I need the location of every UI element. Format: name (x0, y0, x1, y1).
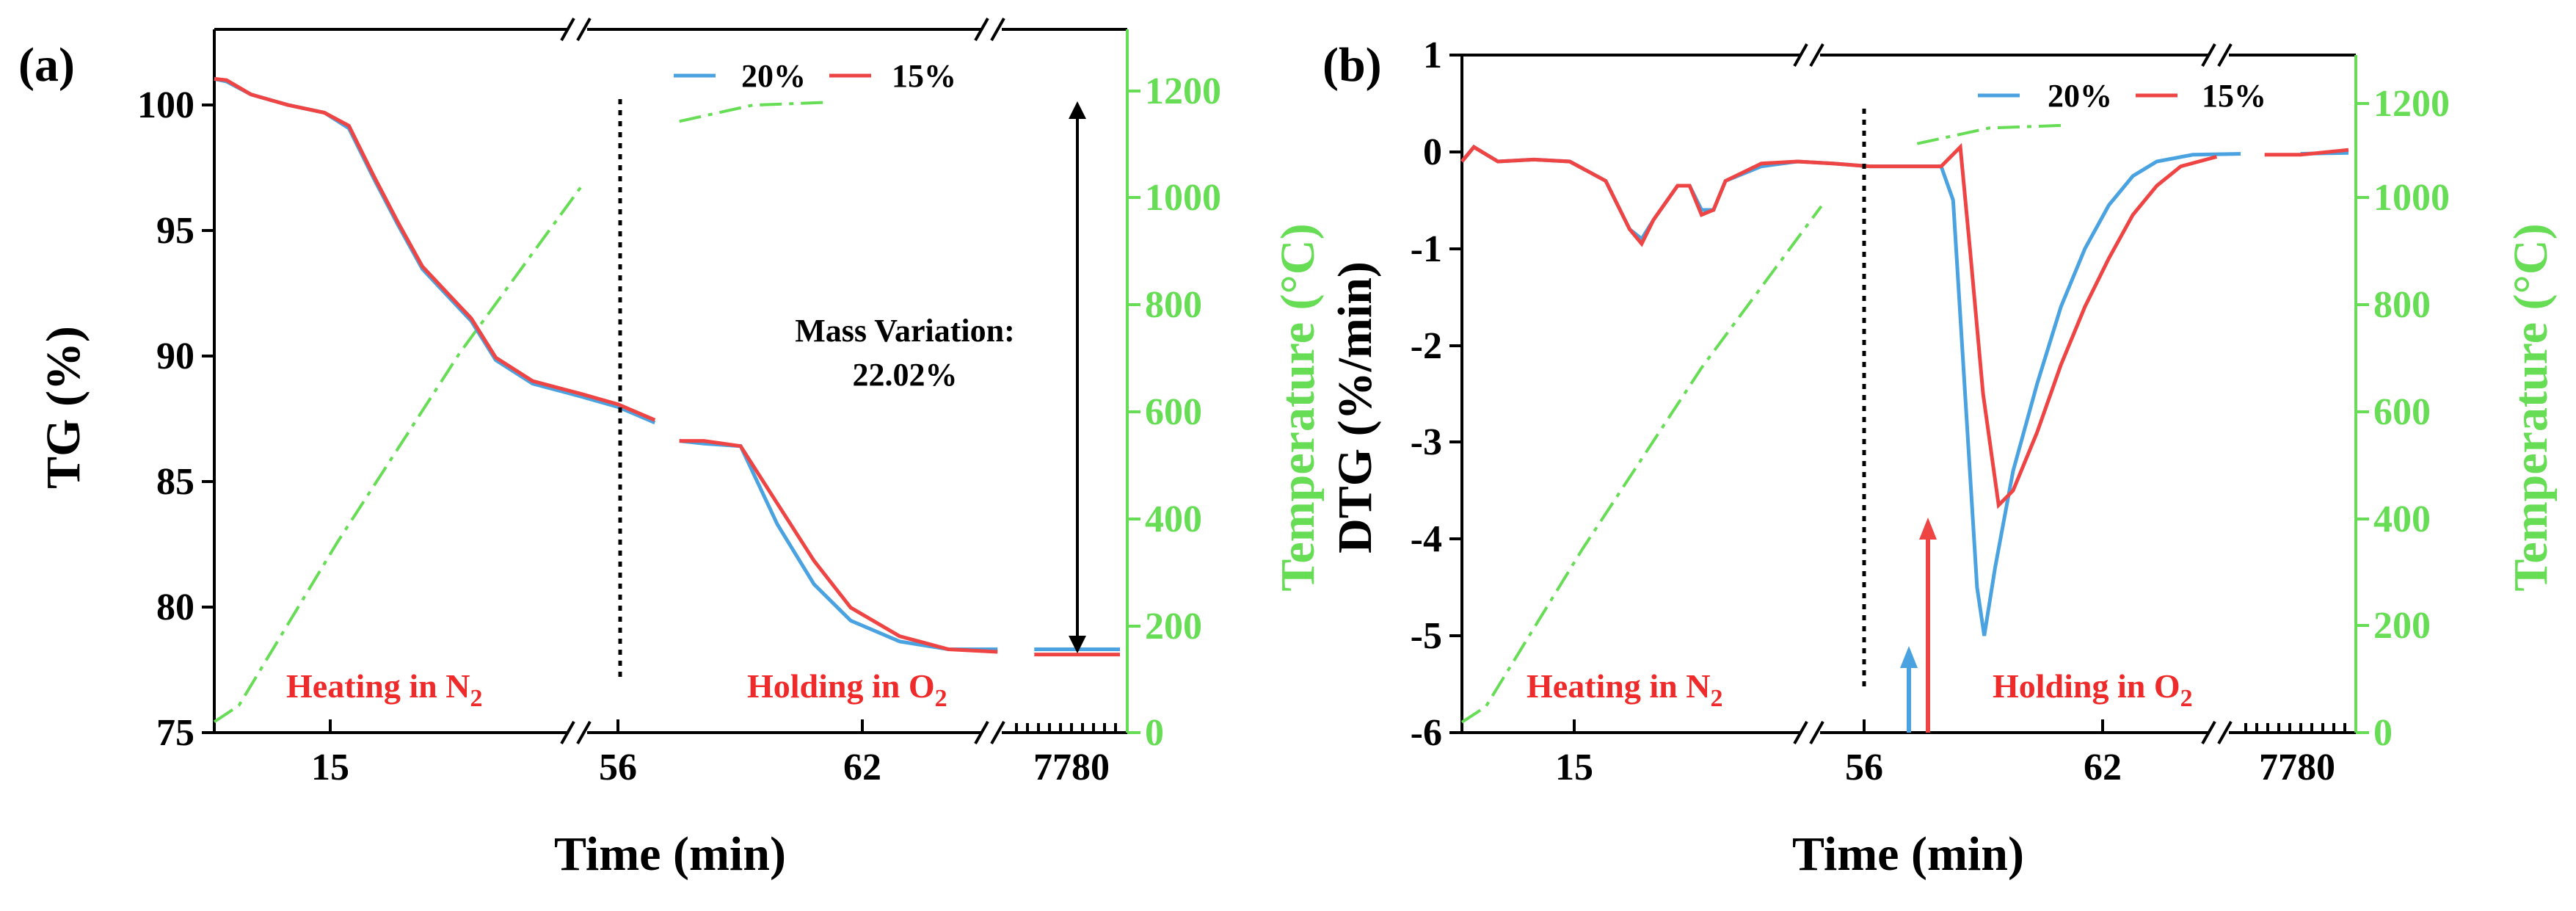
panel-b: (b) DTG (%/min) Temperature (°C) Time (m… (1322, 35, 2558, 881)
panel-b-heating-label: Heating in N2 (1527, 667, 1722, 712)
panel-b-y2tick-label: 1000 (2373, 177, 2450, 219)
panel-b-y2tick-label: 800 (2373, 284, 2431, 326)
panel-b-legend-20: 20% (2048, 78, 2112, 114)
panel-a-xlabel: Time (min) (554, 827, 786, 881)
panel-b-axis-breaks (1793, 43, 2233, 744)
panel-b-ytick-label: 1 (1423, 35, 1442, 76)
panel-b-peak-arrow-20 (1900, 646, 1918, 733)
panel-b-xtick-label: 7780 (2259, 747, 2335, 788)
panel-a-xtick-label: 7780 (1033, 747, 1110, 788)
panel-a-ytick-label: 85 (156, 461, 194, 503)
panel-b-temperature-line (1462, 126, 2348, 722)
panel-a-series-15-line (214, 76, 1120, 657)
panel-a-mass-label: Mass Variation: (795, 313, 1014, 349)
panel-b-ytick-label: -1 (1411, 228, 1442, 270)
panel-a-label: (a) (18, 38, 75, 92)
panel-a-y2tick-label: 400 (1145, 498, 1202, 540)
panel-a-y2tick-label: 600 (1145, 391, 1202, 433)
panel-b-series-15-line (1460, 142, 2349, 509)
panel-b-series-20-line (1460, 145, 2349, 636)
panel-a-xtick-label: 56 (599, 747, 637, 788)
panel-a-heating-label: Heating in N2 (286, 667, 482, 712)
panel-a-axis-breaks (560, 18, 1005, 744)
panel-b-legend-15: 15% (2202, 78, 2266, 114)
panel-b-xtick-label: 15 (1555, 747, 1593, 788)
panel-b-ytick-label: -5 (1411, 615, 1442, 657)
panel-b-y2tick-label: 1200 (2373, 83, 2450, 125)
panel-a-legend: 20% 15% (674, 58, 956, 94)
panel-b-y2label: Temperature (°C) (2504, 223, 2558, 591)
panel-a-legend-15: 15% (892, 58, 956, 94)
panel-b-ytick-label: -4 (1411, 518, 1442, 560)
panel-a-y2tick-label: 800 (1145, 284, 1202, 326)
panel-a-y2tick-label: 1200 (1145, 70, 1221, 112)
panel-b-y2tick-label: 400 (2373, 498, 2431, 540)
panel-a-temperature-line (214, 103, 1120, 722)
panel-b-ytick-label: 0 (1423, 131, 1442, 173)
panel-b-ytick-label: -2 (1411, 325, 1442, 367)
panel-a-ytick-label: 95 (156, 210, 194, 252)
panel-a-y2tick-label: 0 (1145, 712, 1164, 754)
panel-a-y2tick-label: 1000 (1145, 177, 1221, 219)
panel-b-peak-arrow-15 (1919, 518, 1937, 733)
panel-a-ytick-label: 80 (156, 587, 194, 628)
panel-b-y2ticks (2356, 102, 2369, 734)
panel-b-xticks (1573, 719, 2346, 733)
panel-a-ytick-label: 90 (156, 335, 194, 377)
panel-a-y2label: Temperature (°C) (1271, 223, 1325, 591)
panel-a-axes (213, 28, 1127, 734)
panel-b-label: (b) (1322, 38, 1382, 92)
panel-b-y2tick-label: 600 (2373, 391, 2431, 433)
panel-b-ytick-label: -3 (1411, 421, 1442, 463)
panel-a-y2tick-label: 200 (1145, 606, 1202, 647)
panel-b-axes (1460, 54, 2356, 734)
panel-b-y2tick-label: 0 (2373, 712, 2393, 754)
panel-b-holding-label: Holding in O2 (1993, 667, 2193, 712)
panel-a-yticks (202, 104, 214, 734)
panel-b-xtick-label: 56 (1845, 747, 1883, 788)
panel-b-legend: 20% 15% (1978, 78, 2266, 114)
panel-a-xtick-label: 15 (311, 747, 349, 788)
panel-a-y2ticks (1127, 90, 1140, 734)
panel-a-holding-label: Holding in O2 (747, 667, 947, 712)
panel-a-xticks (329, 719, 1117, 733)
panel-a-ytick-label: 100 (137, 84, 194, 126)
panel-b-ylabel: DTG (%/min) (1328, 261, 1382, 554)
panel-b-yticks (1449, 54, 1462, 734)
panel-a: (a) TG (%) Temperature (°C) Time (min) (18, 18, 1325, 881)
panel-b-xtick-label: 62 (2084, 747, 2122, 788)
panel-a-series-20-line (214, 76, 1120, 651)
panel-b-xlabel: Time (min) (1792, 827, 2024, 881)
panel-b-y2tick-label: 200 (2373, 605, 2431, 647)
panel-b-ytick-label: -6 (1411, 712, 1442, 754)
panel-a-legend-20: 20% (741, 58, 806, 94)
panel-a-xtick-label: 62 (843, 747, 881, 788)
panel-a-ytick-label: 75 (156, 712, 194, 754)
panel-a-mass-value: 22.02% (853, 357, 958, 393)
panel-a-ylabel: TG (%) (37, 326, 90, 489)
